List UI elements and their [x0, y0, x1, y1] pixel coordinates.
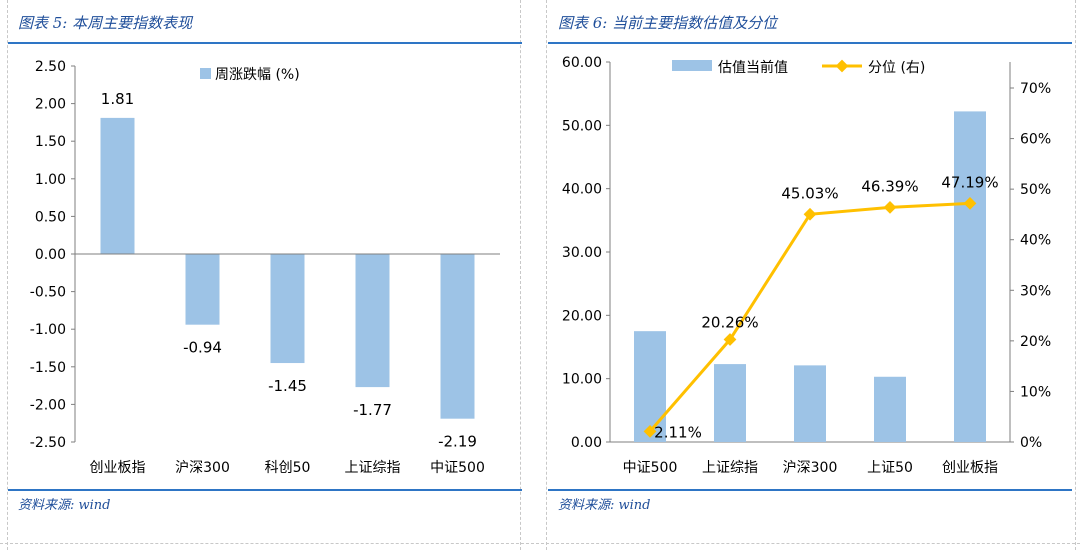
x-tick-label: 中证500 [430, 460, 485, 476]
bar [440, 254, 475, 419]
bar [270, 254, 305, 364]
title-rule [8, 42, 522, 44]
legend-marker [835, 59, 849, 73]
y2-tick-label: 60% [1020, 132, 1051, 148]
y-tick-label: 10.00 [562, 372, 602, 388]
line-marker [883, 201, 897, 214]
line-label: 46.39% [861, 177, 918, 195]
y-tick-label: -1.50 [30, 360, 66, 376]
panel-title: 图表 6: 当前主要指数估值及分位 [558, 14, 778, 32]
frame-line [1075, 0, 1076, 550]
y2-tick-label: 30% [1020, 283, 1051, 299]
y-tick-label: 40.00 [562, 182, 602, 198]
source-rule [8, 489, 522, 491]
bar [185, 254, 220, 325]
y2-tick-label: 10% [1020, 384, 1051, 400]
legend-swatch [200, 68, 211, 79]
y-tick-label: 2.00 [35, 97, 66, 113]
source-rule [548, 489, 1072, 491]
legend-swatch [672, 60, 712, 71]
y-tick-label: 1.00 [35, 172, 66, 188]
y-tick-label: 1.50 [35, 134, 66, 150]
frame-line [0, 543, 1080, 544]
y-tick-label: -1.00 [30, 322, 66, 338]
bar [874, 376, 906, 442]
valuation-panel: 图表 6: 当前主要指数估值及分位 60.00 50.00 40.00 30.00 20… [540, 0, 1080, 550]
x-tick-label: 上证综指 [702, 460, 758, 476]
line-label: 2.11% [654, 423, 702, 441]
y-tick-label: 50.00 [562, 118, 602, 134]
data-label: 1.81 [101, 90, 134, 108]
legend-label: 分位 (右) [868, 60, 925, 76]
weekly-change-chart: 2.50 2.00 1.50 1.00 0.50 0.00 -0.50 -1.00 -1.50 -… [30, 59, 500, 476]
title-rule [548, 42, 1072, 44]
y-tick-label: -2.50 [30, 435, 66, 451]
bar [355, 254, 390, 388]
source-note: 资料来源: wind [18, 498, 111, 513]
valuation-chart: 60.00 50.00 40.00 30.00 20.00 10.00 0.00 70% 60%… [562, 55, 1051, 476]
bar [634, 331, 666, 442]
line-label: 20.26% [701, 314, 758, 332]
y2-tick-label: 20% [1020, 334, 1051, 350]
source-note: 资料来源: wind [558, 498, 651, 513]
line-label: 47.19% [941, 173, 998, 191]
bar [714, 364, 746, 442]
weekly-performance-panel: 图表 5: 本周主要指数表现 2.50 2.00 1.50 1.00 0.50 0.00 -… [0, 0, 530, 550]
x-tick-label: 上证50 [867, 460, 913, 476]
data-label: -1.45 [268, 377, 307, 395]
bar [100, 117, 135, 254]
data-label: -2.19 [438, 433, 477, 451]
frame-line [520, 0, 521, 550]
y-tick-label: 30.00 [562, 245, 602, 261]
x-tick-label: 上证综指 [345, 460, 401, 476]
data-label: -1.77 [353, 401, 392, 419]
y-tick-label: 0.50 [35, 209, 66, 225]
y-tick-label: 60.00 [562, 55, 602, 71]
y2-tick-label: 40% [1020, 233, 1051, 249]
x-tick-label: 创业板指 [90, 460, 146, 476]
legend-label: 估值当前值 [718, 59, 788, 76]
data-label: -0.94 [183, 339, 222, 357]
y-tick-label: -2.00 [30, 397, 66, 413]
x-tick-label: 沪深300 [175, 460, 230, 476]
frame-line [546, 0, 547, 550]
line-label: 45.03% [781, 184, 838, 202]
x-tick-label: 创业板指 [942, 460, 998, 476]
y-tick-label: -0.50 [30, 285, 66, 301]
panel-title: 图表 5: 本周主要指数表现 [18, 14, 193, 32]
y-tick-label: 0.00 [35, 247, 66, 263]
y-tick-label: 2.50 [35, 59, 66, 75]
x-tick-label: 科创50 [265, 460, 311, 476]
legend-label: 周涨跌幅 (%) [215, 67, 300, 83]
y-tick-label: 20.00 [562, 308, 602, 324]
x-tick-label: 沪深300 [783, 460, 838, 476]
y2-tick-label: 70% [1020, 81, 1051, 97]
frame-line [7, 0, 8, 550]
bar [794, 365, 826, 442]
x-tick-label: 中证500 [623, 460, 678, 476]
bar [954, 111, 986, 443]
y-tick-label: 0.00 [571, 435, 602, 451]
y2-tick-label: 50% [1020, 182, 1051, 198]
y2-tick-label: 0% [1020, 435, 1042, 451]
